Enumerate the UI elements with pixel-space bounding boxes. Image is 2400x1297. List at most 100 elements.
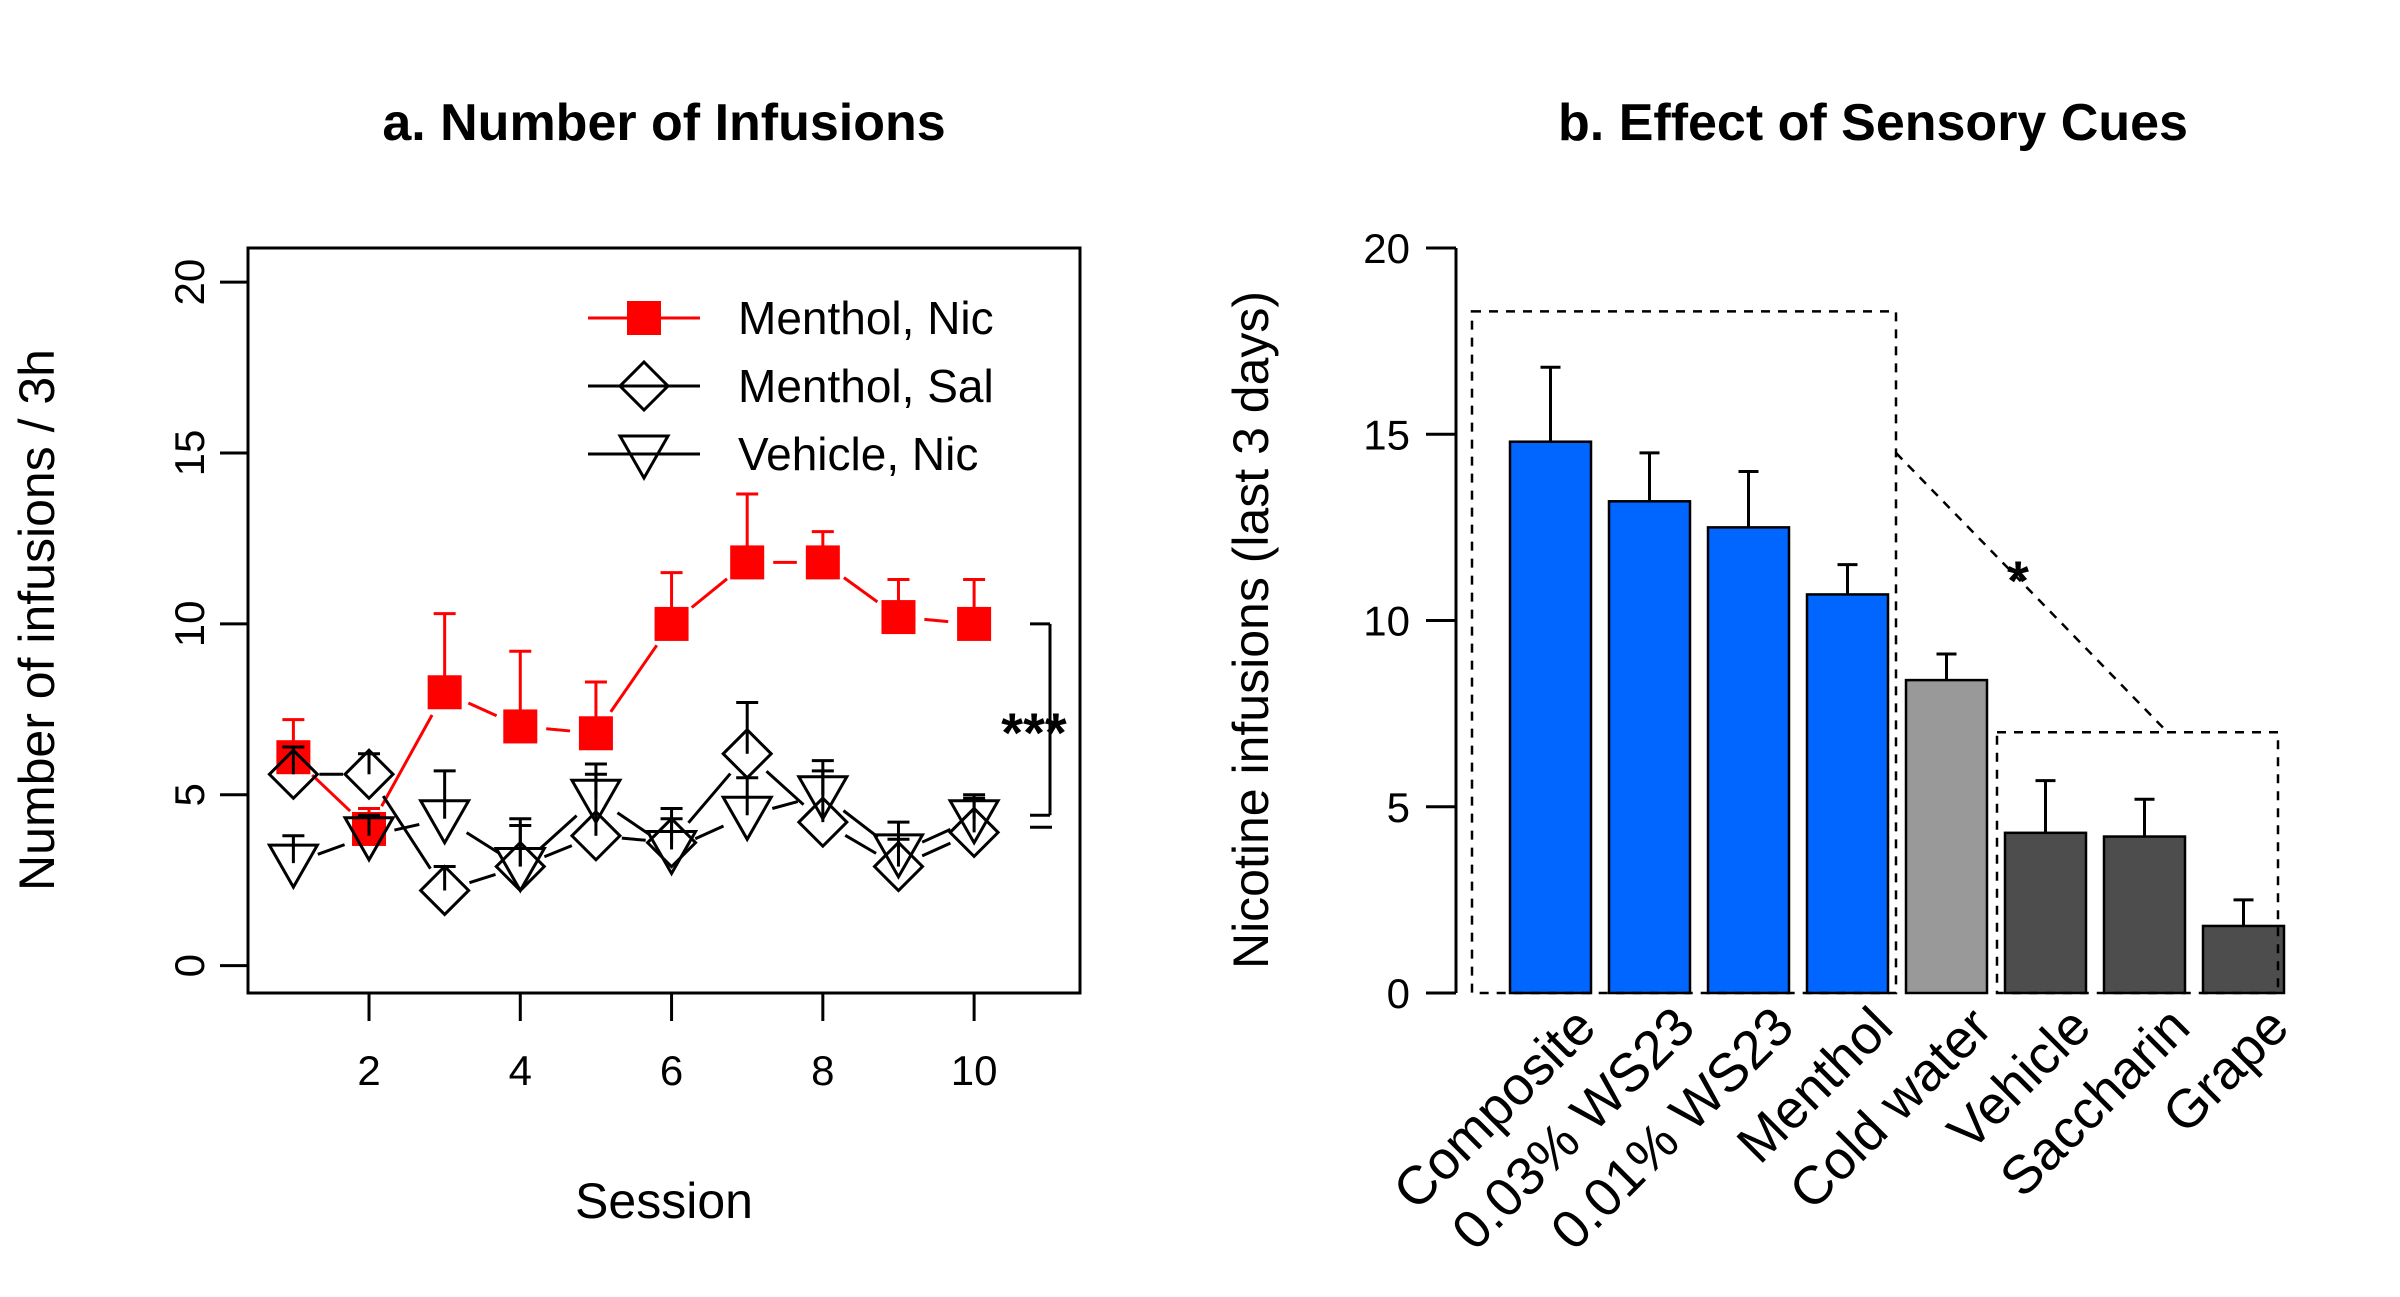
panel-b-y-tick-label: 0: [1387, 970, 1410, 1017]
panel-a-x-axis: 2 4 6 8 10: [357, 993, 997, 1094]
data-point: [427, 675, 462, 710]
series-line-segment: [765, 770, 805, 806]
series-line-segment: [543, 844, 573, 859]
panel-a-y-tick-label: 5: [166, 783, 213, 806]
series-line-segment: [921, 828, 952, 844]
bar: [2102, 835, 2187, 995]
series-line-segment: [924, 617, 949, 624]
series-line-segment: [921, 841, 952, 858]
bar: [2003, 831, 2088, 995]
series-line-segment: [317, 843, 346, 856]
panel-a-series: [266, 492, 1001, 917]
legend-marker: [627, 301, 661, 335]
data-point: [569, 809, 623, 862]
panel-a-x-tick-label: 2: [357, 1047, 380, 1094]
data-point: [342, 748, 396, 801]
data-point: [342, 816, 396, 863]
legend-marker: [617, 434, 671, 482]
panel-b-y-tick-label: 5: [1387, 784, 1410, 831]
series-line-segment: [311, 774, 352, 813]
bar: [1706, 526, 1791, 995]
panel-b-y-axis: 0 5 10 15 20: [1363, 225, 1458, 1017]
series-line-segment: [609, 644, 659, 713]
series-menthol-nic: [276, 492, 992, 846]
series-line-segment: [468, 872, 496, 885]
series-line-segment: [538, 814, 578, 851]
panel-a-x-tick-label: 4: [509, 1047, 532, 1094]
data-point: [796, 775, 850, 822]
panel-b-y-axis-label: Nicotine infusions (last 3 days): [1223, 291, 1279, 969]
legend-entry: Menthol, Nic: [738, 292, 994, 344]
panel-a-y-tick-label: 0: [166, 954, 213, 977]
data-point: [503, 709, 538, 744]
data-point: [569, 778, 623, 826]
data-point: [730, 545, 765, 580]
panel-a-x-tick-label: 8: [811, 1047, 834, 1094]
data-point: [796, 796, 849, 849]
bar: [1607, 500, 1692, 995]
bar: [1904, 678, 1989, 995]
bar: [1508, 440, 1593, 995]
significance-stars: ***: [1001, 701, 1067, 764]
series-line-segment: [546, 727, 571, 733]
series-line-segment: [616, 811, 651, 837]
group-box-cooling: [1470, 310, 1898, 995]
series-line-segment: [694, 824, 725, 841]
data-point: [645, 816, 698, 869]
data-point: [644, 829, 699, 877]
bar: [2201, 924, 2286, 995]
panel-b-y-tick-label: 10: [1363, 598, 1410, 645]
panel-a-y-tick-label: 20: [166, 259, 213, 306]
panel-b-y-tick-label: 15: [1363, 411, 1410, 458]
group-box-control: [1995, 731, 2280, 995]
series-line-segment: [467, 701, 498, 718]
series-line-segment: [843, 576, 879, 604]
data-point: [957, 606, 992, 641]
panel-b-significance: *: [1470, 310, 2280, 995]
legend-entry: Menthol, Sal: [738, 360, 994, 412]
panel-a-x-axis-label: Session: [575, 1173, 753, 1229]
group-connector: [1895, 452, 2169, 734]
panel-a-significance: ***: [1001, 622, 1067, 829]
series-line-segment: [465, 831, 500, 854]
series-line-segment: [687, 772, 732, 824]
panel-a-y-axis-label: Number of infusions / 3h: [9, 349, 65, 891]
series-line-segment: [380, 714, 434, 807]
data-point: [871, 833, 926, 880]
series-line-segment: [394, 822, 420, 832]
significance-star: *: [2007, 549, 2029, 612]
data-point: [881, 600, 916, 635]
panel-b-bars: [1508, 365, 2286, 995]
data-point: [267, 748, 320, 801]
series-vehicle-nic: [266, 762, 1001, 894]
data-point: [418, 799, 472, 846]
panel-a-x-tick-label: 6: [660, 1047, 683, 1094]
series-menthol-sal: [267, 701, 1001, 917]
panel-a-plot-box: [246, 246, 1082, 995]
legend-marker: [617, 359, 671, 413]
series-line-segment: [771, 800, 799, 810]
panel-b-y-tick-label: 20: [1363, 225, 1410, 272]
data-point: [418, 864, 471, 917]
series-line-segment: [690, 577, 728, 609]
panel-a-title: a. Number of Infusions: [382, 94, 945, 152]
data-point: [578, 716, 613, 751]
data-point: [654, 606, 689, 641]
panel-b-title: b. Effect of Sensory Cues: [1558, 94, 2188, 152]
data-point: [266, 843, 320, 891]
data-point: [947, 806, 1001, 859]
panel-a: a. Number of Infusions 0 5 10 15 20 2 4 6 8 10 S…: [9, 94, 1082, 1229]
data-point: [947, 799, 1001, 846]
panel-a-y-tick-label: 15: [166, 430, 213, 477]
series-line-segment: [621, 836, 646, 842]
data-point: [805, 545, 840, 580]
legend-entry: Vehicle, Nic: [738, 428, 978, 480]
data-point: [720, 795, 774, 843]
data-point: [872, 840, 925, 893]
series-line-segment: [844, 834, 877, 855]
data-point: [493, 847, 547, 894]
panel-a-y-axis: 0 5 10 15 20: [166, 259, 248, 977]
